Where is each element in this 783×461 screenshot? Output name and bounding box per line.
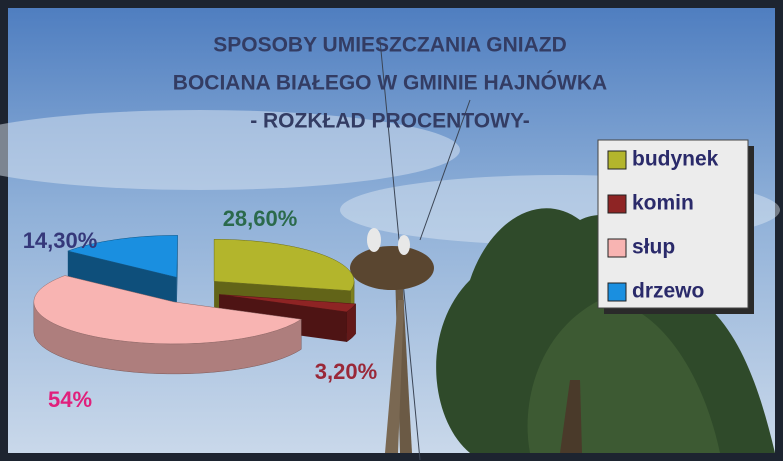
value-label: 3,20% — [315, 359, 377, 384]
chart: SPOSOBY UMIESZCZANIA GNIAZD BOCIANA BIAŁ… — [0, 0, 783, 461]
legend-label: komin — [632, 192, 694, 215]
legend-swatch — [608, 151, 626, 169]
value-label: 28,60% — [223, 206, 298, 231]
legend-label: budynek — [632, 148, 719, 171]
legend-swatch — [608, 239, 626, 257]
chart-title: SPOSOBY UMIESZCZANIA GNIAZD — [213, 34, 567, 57]
legend-swatch — [608, 283, 626, 301]
legend-swatch — [608, 195, 626, 213]
value-label: 54% — [48, 387, 92, 412]
chart-title: - ROZKŁAD PROCENTOWY- — [250, 110, 530, 133]
legend-label: słup — [632, 236, 675, 259]
legend-label: drzewo — [632, 280, 704, 303]
value-label: 14,30% — [23, 228, 98, 253]
chart-title: BOCIANA BIAŁEGO W GMINIE HAJNÓWKA — [173, 71, 607, 95]
